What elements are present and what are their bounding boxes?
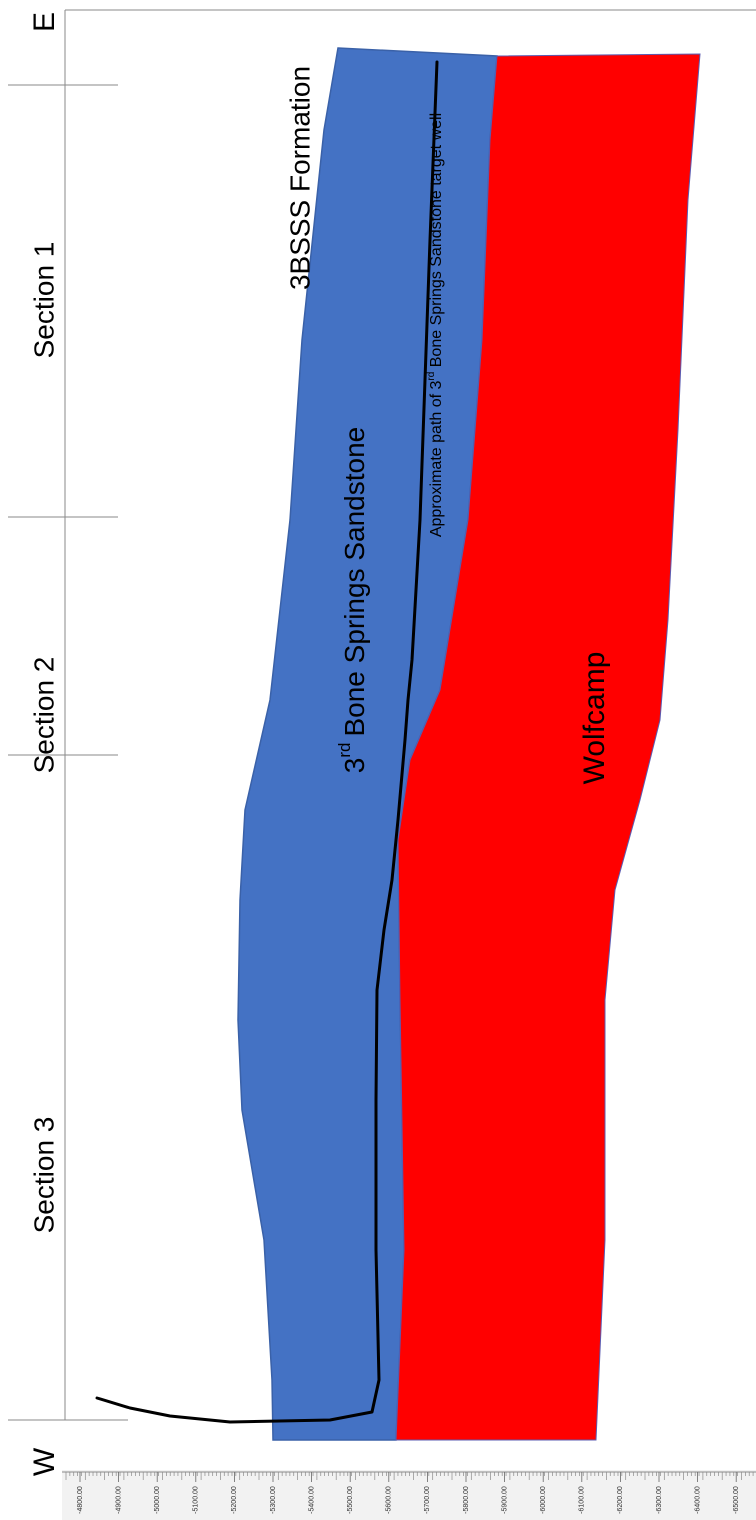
- depth-ruler: -4800.00 -4900.00 -5000.00 -5100.00 -5200.00…: [62, 1470, 756, 1520]
- sandstone-label-num: 3: [339, 758, 370, 774]
- east-label: E: [28, 12, 61, 32]
- depth-ruler-minor-ticks: [65, 1472, 754, 1480]
- sandstone-label-sup: rd: [335, 743, 354, 758]
- formation-label: 3BSSS Formation: [284, 66, 315, 290]
- depth-tick-label: -5100.00: [193, 1486, 200, 1514]
- depth-tick-label: -6400.00: [694, 1486, 701, 1514]
- depth-tick-label: -4800.00: [77, 1486, 84, 1514]
- well-label-prefix: Approximate path of 3: [428, 381, 445, 538]
- depth-tick-label: -6000.00: [540, 1486, 547, 1514]
- depth-tick-label: -5200.00: [231, 1486, 238, 1514]
- depth-tick-label: -6200.00: [617, 1486, 624, 1514]
- well-label-suffix: Bone Springs Sandstone target well: [428, 113, 445, 372]
- sandstone-label: 3rd Bone Springs Sandstone: [335, 427, 370, 773]
- wolfcamp-label: Wolfcamp: [578, 652, 611, 785]
- section-2-label: Section 2: [28, 657, 59, 774]
- depth-tick-label: -5000.00: [154, 1486, 161, 1514]
- section-1-label: Section 1: [28, 242, 59, 359]
- depth-tick-label: -5500.00: [347, 1486, 354, 1514]
- depth-tick-label: -6100.00: [579, 1486, 586, 1514]
- sandstone-label-main: Bone Springs Sandstone: [339, 427, 370, 737]
- depth-ruler-bg: [62, 1470, 756, 1520]
- well-label-sup: rd: [426, 372, 437, 381]
- wolfcamp-layer: [395, 53, 701, 1441]
- depth-tick-label: -5300.00: [270, 1486, 277, 1514]
- depth-tick-label: -5400.00: [308, 1486, 315, 1514]
- depth-tick-label: -5800.00: [463, 1486, 470, 1514]
- depth-tick-label: -6300.00: [656, 1486, 663, 1514]
- well-path: [95, 60, 439, 1424]
- depth-tick-label: -5900.00: [501, 1486, 508, 1514]
- depth-tick-label: -6500.00: [733, 1486, 740, 1514]
- section-3-label: Section 3: [28, 1117, 59, 1234]
- depth-tick-label: -5600.00: [386, 1486, 393, 1514]
- depth-ruler-labels: -4800.00 -4900.00 -5000.00 -5100.00 -5200.00…: [77, 1472, 740, 1514]
- depth-tick-label: -5700.00: [424, 1486, 431, 1514]
- west-label: W: [28, 1447, 61, 1476]
- well-label: Approximate path of 3rd Bone Springs San…: [426, 113, 446, 537]
- depth-tick-label: -4900.00: [115, 1486, 122, 1514]
